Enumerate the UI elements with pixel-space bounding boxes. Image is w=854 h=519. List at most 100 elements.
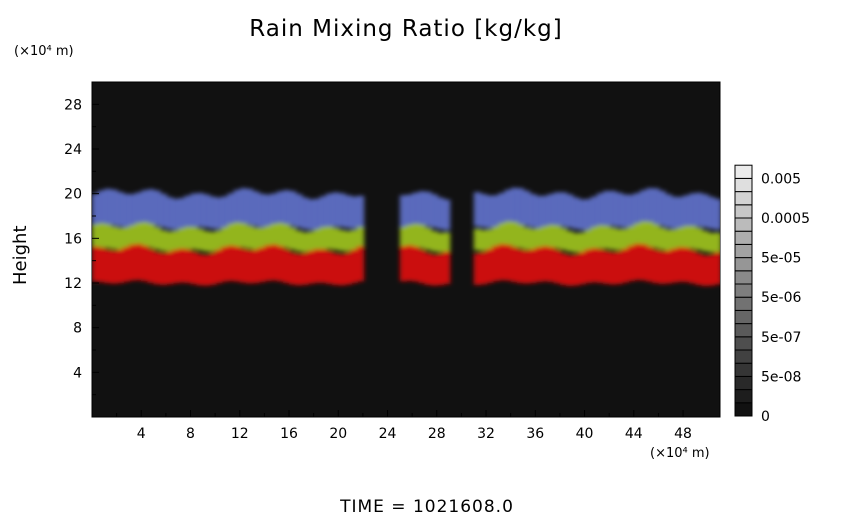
data-cell xyxy=(584,199,592,230)
data-cell xyxy=(233,222,241,248)
data-cell xyxy=(350,229,358,251)
data-cell xyxy=(492,245,500,282)
data-cell xyxy=(695,227,703,250)
data-cell xyxy=(338,254,346,286)
x-tick-label: 4 xyxy=(137,426,146,442)
data-cell xyxy=(270,193,278,228)
data-cell xyxy=(479,194,488,228)
data-cell xyxy=(596,225,605,249)
data-cell xyxy=(547,193,555,228)
data-cell xyxy=(621,228,629,251)
data-cell xyxy=(178,228,186,251)
colorbar-label: 5e-08 xyxy=(761,369,801,385)
data-cell xyxy=(227,193,235,227)
data-cell xyxy=(153,227,161,250)
colorbar-cell xyxy=(734,243,753,259)
data-cell xyxy=(633,223,642,248)
x-tick-label: 28 xyxy=(428,426,446,442)
data-cell xyxy=(535,247,543,282)
data-cell xyxy=(264,245,272,281)
data-cell xyxy=(670,248,679,283)
colorbar-cell xyxy=(734,257,753,272)
data-cell xyxy=(245,250,254,284)
colorbar-cell xyxy=(734,309,753,325)
data-cell xyxy=(301,232,309,253)
data-cell xyxy=(535,195,543,229)
data-cell xyxy=(270,223,278,248)
data-cell xyxy=(325,251,334,284)
data-cell xyxy=(504,221,512,247)
data-cell xyxy=(498,243,506,281)
data-cell xyxy=(190,251,198,285)
data-cell xyxy=(707,254,716,286)
data-cell xyxy=(295,230,303,252)
data-cell xyxy=(202,194,211,228)
colorbar-cell xyxy=(734,164,753,179)
data-cell xyxy=(664,194,672,228)
data-cell xyxy=(233,246,241,282)
data-cell xyxy=(301,197,309,230)
data-cell xyxy=(418,191,426,226)
data-cell xyxy=(436,197,445,230)
data-cell xyxy=(578,252,586,285)
data-cell xyxy=(270,244,278,281)
data-cell xyxy=(307,250,315,284)
data-cell xyxy=(486,229,494,251)
data-cell xyxy=(313,249,322,283)
data-cell xyxy=(104,249,112,284)
data-cell xyxy=(319,249,328,283)
colorbar-label: 0 xyxy=(761,409,770,425)
data-cell xyxy=(196,254,205,286)
data-cell xyxy=(473,228,482,251)
data-cell xyxy=(559,253,568,285)
data-cell xyxy=(332,192,340,227)
data-cell xyxy=(412,223,420,248)
data-cell xyxy=(319,226,328,250)
data-cell xyxy=(307,231,315,252)
data-cell xyxy=(646,188,654,225)
data-cell xyxy=(172,198,180,230)
data-cell xyxy=(572,197,580,230)
colorbar-cell xyxy=(734,402,753,417)
data-cell xyxy=(135,243,143,281)
data-cell xyxy=(479,252,488,285)
data-cell xyxy=(627,194,636,228)
colorbar-cell xyxy=(734,177,753,193)
data-cell xyxy=(418,249,426,284)
data-cell xyxy=(245,188,254,225)
data-cell xyxy=(141,222,149,247)
y-tick-label: 28 xyxy=(64,97,82,113)
data-cell xyxy=(442,251,451,285)
data-cell xyxy=(110,226,118,250)
data-cell xyxy=(350,196,358,229)
data-cell xyxy=(424,227,432,250)
x-tick-label: 32 xyxy=(477,426,495,442)
data-cell xyxy=(572,254,580,286)
data-cell xyxy=(356,246,365,282)
data-cell xyxy=(510,221,519,247)
colorbar-cell xyxy=(734,362,753,377)
data-cell xyxy=(221,196,229,229)
data-cell xyxy=(122,227,131,250)
data-cell xyxy=(344,195,352,229)
data-cell xyxy=(141,190,149,226)
data-cell xyxy=(190,193,198,228)
data-cell xyxy=(572,233,580,253)
data-cell xyxy=(639,244,648,281)
data-cell xyxy=(689,225,697,249)
data-cell xyxy=(110,189,118,226)
data-cell xyxy=(664,250,672,284)
colorbar-cell xyxy=(734,389,753,404)
data-cell xyxy=(683,247,691,283)
data-cell xyxy=(208,253,217,285)
data-cell xyxy=(522,190,531,226)
data-cell xyxy=(559,192,568,227)
data-cell xyxy=(98,247,106,283)
data-cell xyxy=(707,232,716,253)
data-cell xyxy=(289,252,297,285)
colorbar-cell xyxy=(734,375,753,391)
data-cell xyxy=(603,225,611,249)
colorbar-label: 5e-05 xyxy=(761,251,801,267)
data-cell xyxy=(227,245,235,281)
data-cell xyxy=(486,249,494,283)
